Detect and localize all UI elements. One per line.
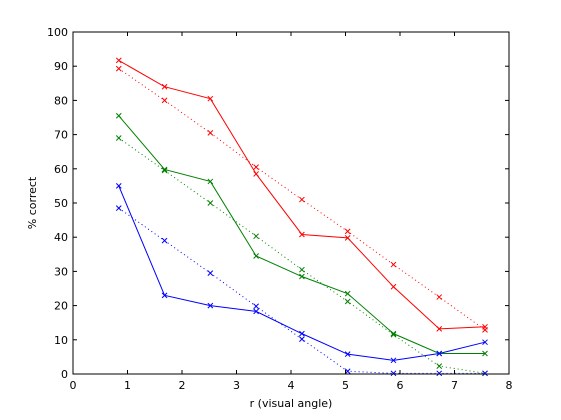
data-point-marker [161, 167, 168, 174]
y-tick-label: 50 [54, 197, 68, 210]
y-tick-label: 10 [54, 334, 68, 347]
data-point-marker [390, 283, 397, 290]
data-point-marker [436, 294, 443, 300]
data-point-marker [115, 112, 122, 119]
data-point-marker [390, 357, 397, 364]
data-point-marker [299, 266, 305, 273]
data-point-marker [207, 270, 214, 276]
x-tick-label: 4 [288, 379, 295, 392]
data-point-marker [482, 327, 488, 333]
y-tick-label: 70 [54, 129, 68, 142]
x-tick-label: 6 [397, 379, 404, 392]
data-point-marker [344, 368, 351, 375]
data-point-marker [253, 164, 259, 170]
data-point-marker [161, 83, 168, 90]
x-tick-label: 5 [342, 379, 349, 392]
data-point-marker [207, 95, 214, 102]
data-point-marker [299, 336, 305, 342]
x-tick-label: 0 [70, 379, 77, 392]
data-point-marker [115, 205, 122, 211]
y-tick-label: 90 [54, 60, 68, 73]
data-point-marker [115, 135, 122, 141]
x-tick-label: 1 [124, 379, 131, 392]
data-point-marker [207, 200, 214, 206]
data-point-marker [344, 351, 351, 358]
y-tick-label: 30 [54, 265, 68, 278]
data-point-marker [390, 331, 397, 338]
data-point-marker [436, 370, 443, 377]
x-axis-title: r (visual angle) [250, 397, 333, 410]
data-point-marker [344, 235, 351, 241]
data-point-marker [253, 303, 259, 310]
data-point-marker [299, 231, 305, 238]
series-4 [115, 183, 488, 364]
y-tick-label: 40 [54, 231, 68, 244]
x-tick-label: 2 [179, 379, 186, 392]
data-point-marker [253, 253, 259, 259]
y-tick-label: 20 [54, 300, 68, 313]
plot-area [73, 32, 509, 374]
data-point-marker [390, 330, 397, 337]
data-point-marker [482, 339, 488, 346]
data-point-marker [161, 97, 168, 104]
data-point-marker [299, 196, 305, 203]
data-point-marker [436, 326, 443, 332]
data-point-marker [344, 290, 351, 297]
data-point-marker [161, 237, 168, 244]
data-point-marker [436, 350, 443, 357]
data-point-marker [299, 330, 305, 337]
y-axis-title: % correct [26, 176, 39, 229]
data-point-marker [299, 273, 305, 280]
data-point-marker [253, 171, 259, 177]
data-point-marker [390, 370, 397, 377]
series-2 [115, 112, 488, 357]
data-point-marker [115, 57, 122, 64]
y-tick-label: 80 [54, 94, 68, 107]
data-point-marker [482, 370, 488, 377]
data-point-marker [253, 308, 259, 315]
data-point-marker [344, 298, 351, 305]
data-point-marker [390, 261, 397, 268]
series-layer [115, 57, 488, 377]
data-point-marker [207, 302, 214, 309]
data-point-marker [115, 183, 122, 189]
y-tick-label: 0 [61, 368, 68, 381]
x-tick-label: 7 [451, 379, 458, 392]
series-1 [115, 65, 488, 333]
y-tick-label: 60 [54, 163, 68, 176]
data-point-marker [253, 233, 259, 240]
data-point-marker [161, 292, 168, 299]
series-0 [115, 57, 488, 332]
x-tick-label: 3 [233, 379, 240, 392]
y-tick-label: 100 [47, 26, 68, 39]
data-point-marker [161, 166, 168, 173]
data-point-marker [436, 363, 443, 369]
data-point-marker [207, 130, 214, 136]
data-point-marker [207, 178, 214, 185]
data-point-marker [115, 65, 122, 72]
series-5 [115, 205, 488, 377]
data-point-marker [344, 228, 351, 235]
data-point-marker [482, 350, 488, 357]
x-tick-label: 8 [506, 379, 513, 392]
